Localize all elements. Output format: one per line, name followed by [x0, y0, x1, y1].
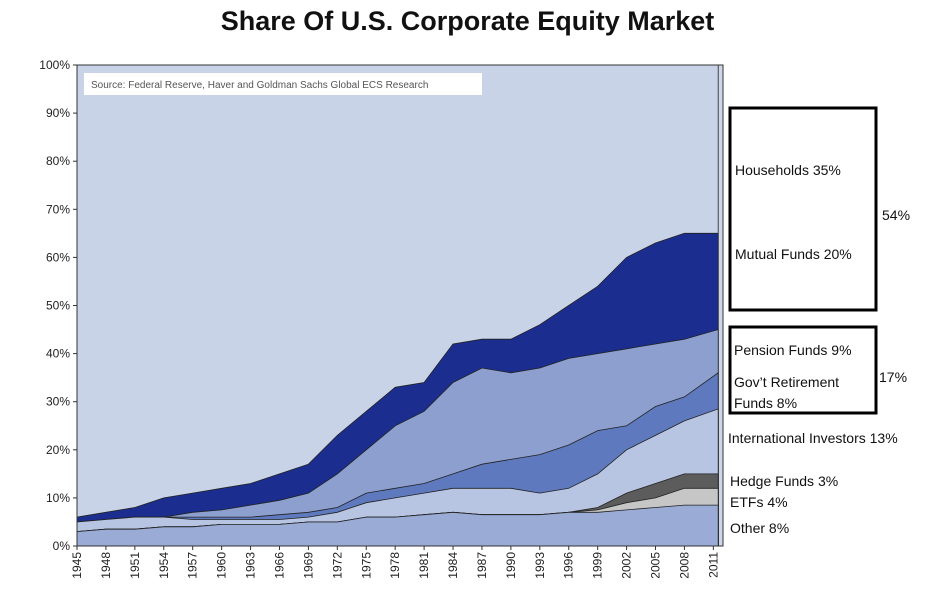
- y-tick-label: 100%: [39, 58, 70, 72]
- x-tick-label: 1966: [272, 552, 286, 579]
- legend-box-17: [728, 325, 878, 415]
- label-hedge-funds: Hedge Funds 3%: [730, 473, 838, 489]
- label-pension-funds: Pension Funds 9%: [734, 342, 852, 358]
- x-tick-label: 1972: [330, 552, 344, 579]
- label-group1-total: 54%: [882, 207, 910, 223]
- x-tick-label: 1984: [446, 552, 460, 579]
- y-tick-label: 90%: [46, 106, 70, 120]
- x-tick-label: 1960: [215, 552, 229, 579]
- y-tick-label: 20%: [46, 443, 70, 457]
- y-tick-label: 30%: [46, 395, 70, 409]
- x-tick-label: 1996: [562, 552, 576, 579]
- chart-title: Share Of U.S. Corporate Equity Market: [220, 6, 715, 36]
- source-note: Source: Federal Reserve, Haver and Goldm…: [91, 80, 428, 91]
- label-govt-retirement-2: Funds 8%: [734, 395, 797, 411]
- x-tick-label: 2005: [649, 552, 663, 579]
- label-mutual-funds: Mutual Funds 20%: [735, 246, 852, 262]
- y-tick-label: 50%: [46, 299, 70, 313]
- y-tick-label: 10%: [46, 491, 70, 505]
- legend-box-54: [728, 106, 878, 312]
- label-international: International Investors 13%: [728, 430, 898, 446]
- x-tick-label: 1963: [244, 552, 258, 579]
- label-other: Other 8%: [730, 520, 789, 536]
- y-tick-label: 80%: [46, 154, 70, 168]
- y-tick-label: 70%: [46, 202, 70, 216]
- y-tick-label: 0%: [53, 539, 71, 553]
- area-layers: [76, 64, 719, 547]
- x-axis: 1945 1948 1951 1954 1957 1960 1963 1966 1969 1972…: [70, 546, 720, 579]
- x-tick-label: 1948: [99, 552, 113, 579]
- x-tick-label: 1951: [128, 552, 142, 579]
- label-etfs: ETFs 4%: [730, 494, 788, 510]
- x-tick-label: 1993: [533, 552, 547, 579]
- x-tick-label: 1987: [475, 552, 489, 579]
- x-tick-label: 1954: [157, 552, 171, 579]
- label-govt-retirement-1: Gov’t Retirement: [734, 374, 839, 390]
- x-tick-label: 1945: [70, 552, 84, 579]
- label-households: Households 35%: [735, 162, 841, 178]
- area-other: [76, 504, 719, 547]
- label-group2-total: 17%: [879, 369, 907, 385]
- x-tick-label: 1999: [591, 552, 605, 579]
- x-tick-label: 2011: [706, 552, 720, 578]
- x-tick-label: 1957: [186, 552, 200, 579]
- y-axis: 0% 10% 20% 30% 40% 50% 60% 70% 80% 90% 100%: [39, 58, 77, 553]
- x-tick-label: 1969: [301, 552, 315, 579]
- x-tick-label: 1978: [388, 552, 402, 579]
- y-tick-label: 40%: [46, 347, 70, 361]
- area-international-investors: [76, 408, 719, 547]
- x-tick-label: 1981: [417, 552, 431, 579]
- x-tick-label: 1990: [504, 552, 518, 579]
- y-tick-label: 60%: [46, 250, 70, 264]
- x-tick-label: 1975: [359, 552, 373, 579]
- x-tick-label: 2008: [677, 552, 691, 579]
- x-tick-label: 2002: [620, 552, 634, 579]
- source-box: [84, 73, 482, 95]
